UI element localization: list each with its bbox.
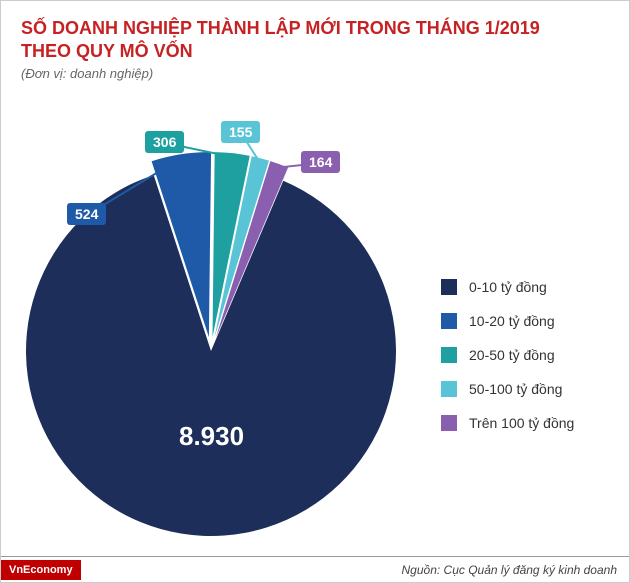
legend-item-0: 0-10 tỷ đồng: [441, 279, 574, 295]
legend-item-1: 10-20 tỷ đồng: [441, 313, 574, 329]
footer: VnEconomy Nguồn: Cục Quản lý đăng ký kin…: [1, 556, 629, 582]
legend-label-2: 20-50 tỷ đồng: [469, 347, 555, 363]
source-text: Nguồn: Cục Quản lý đăng ký kinh doanh: [402, 563, 617, 577]
legend-swatch-3: [441, 381, 457, 397]
dominant-slice-label: 8.930: [179, 421, 244, 452]
slice-value-label-2: 306: [145, 131, 184, 153]
slice-value-label-4: 164: [301, 151, 340, 173]
legend-item-4: Trên 100 tỷ đồng: [441, 415, 574, 431]
legend-swatch-4: [441, 415, 457, 431]
slice-value-label-1: 524: [67, 203, 106, 225]
infographic-container: SỐ DOANH NGHIỆP THÀNH LẬP MỚI TRONG THÁN…: [0, 0, 630, 583]
slice-value-label-3: 155: [221, 121, 260, 143]
legend-swatch-1: [441, 313, 457, 329]
brand-badge: VnEconomy: [1, 560, 81, 580]
legend-item-3: 50-100 tỷ đồng: [441, 381, 574, 397]
legend-item-2: 20-50 tỷ đồng: [441, 347, 574, 363]
pie-slice-0: [26, 175, 396, 536]
legend-swatch-2: [441, 347, 457, 363]
legend: 0-10 tỷ đồng 10-20 tỷ đồng 20-50 tỷ đồng 50…: [441, 279, 574, 449]
legend-label-1: 10-20 tỷ đồng: [469, 313, 555, 329]
legend-label-0: 0-10 tỷ đồng: [469, 279, 547, 295]
legend-label-4: Trên 100 tỷ đồng: [469, 415, 574, 431]
legend-swatch-0: [441, 279, 457, 295]
legend-label-3: 50-100 tỷ đồng: [469, 381, 562, 397]
